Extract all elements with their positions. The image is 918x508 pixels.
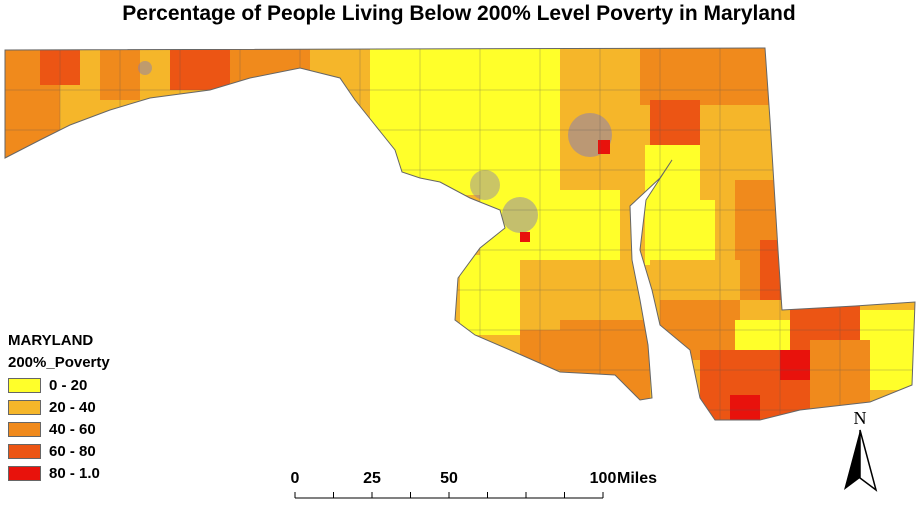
legend: MARYLAND 200%_Poverty 0 - 20 20 - 40 40 - … — [8, 330, 110, 484]
scale-bar-tick-label: 50 — [440, 470, 458, 487]
scale-bar-units: Miles — [617, 470, 658, 487]
legend-label: 0 - 20 — [49, 376, 88, 394]
north-arrow-label: N — [854, 408, 867, 428]
north-arrow-icon: N — [844, 408, 878, 492]
legend-label: 60 - 80 — [49, 442, 96, 460]
legend-item: 60 - 80 — [8, 440, 110, 462]
legend-item: 20 - 40 — [8, 396, 110, 418]
scale-bar-tick-label: 100 — [589, 470, 617, 487]
scale-bar-tick-label: 0 — [290, 470, 300, 487]
legend-item: 0 - 20 — [8, 374, 110, 396]
legend-item: 80 - 1.0 — [8, 462, 110, 484]
scale-bar-tick-label: 25 — [363, 470, 381, 487]
legend-swatch — [8, 465, 41, 481]
scale-bar-graphic — [294, 492, 604, 499]
legend-label: 20 - 40 — [49, 398, 96, 416]
legend-swatch — [8, 443, 41, 459]
legend-field: 200%_Poverty — [8, 354, 110, 371]
legend-item: 40 - 60 — [8, 418, 110, 440]
scale-bar: 0 25 50 100 Miles — [285, 470, 665, 508]
map-title: Percentage of People Living Below 200% L… — [122, 2, 796, 25]
legend-label: 80 - 1.0 — [49, 464, 100, 482]
legend-title: MARYLAND — [8, 332, 94, 349]
legend-label: 40 - 60 — [49, 420, 96, 438]
legend-swatch — [8, 421, 41, 437]
legend-swatch — [8, 377, 41, 393]
legend-items: 0 - 20 20 - 40 40 - 60 60 - 80 80 - 1.0 — [8, 374, 110, 484]
legend-swatch — [8, 399, 41, 415]
